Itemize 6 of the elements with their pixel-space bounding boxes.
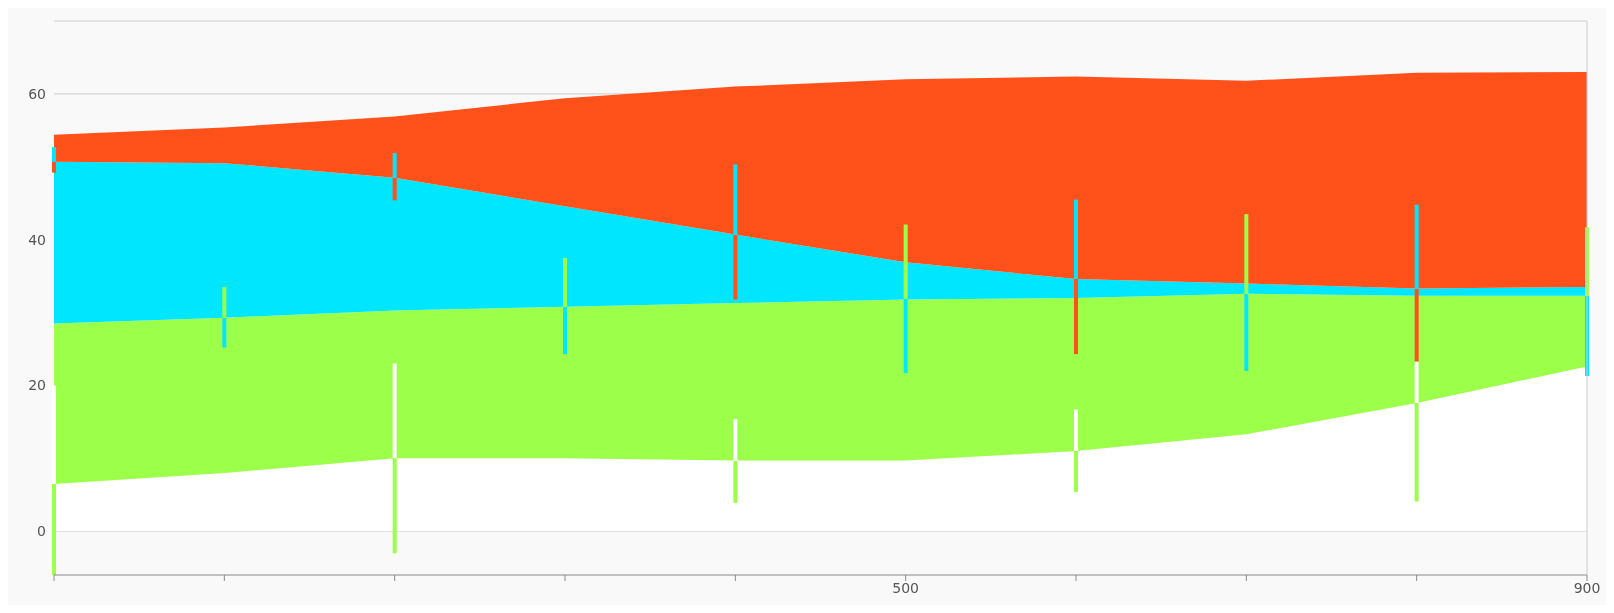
- x-tick-label: 500: [892, 579, 920, 596]
- y-tick-label: 60: [28, 85, 46, 102]
- y-tick-label: 0: [37, 523, 46, 540]
- x-tick-label: 900: [1573, 579, 1601, 596]
- y-tick-label: 20: [28, 377, 46, 394]
- y-tick-label: 40: [28, 231, 46, 248]
